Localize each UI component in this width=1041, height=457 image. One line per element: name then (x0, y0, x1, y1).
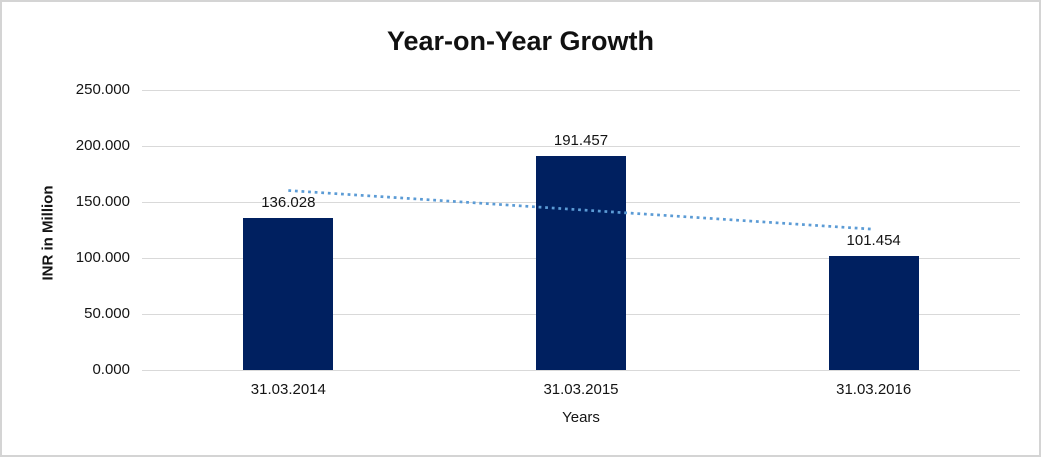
bar-31.03.2015 (536, 155, 626, 370)
data-label: 191.457 (553, 131, 609, 149)
data-label: 101.454 (846, 232, 901, 250)
bar-31.03.2014 (243, 217, 334, 370)
chart-title: Year-on-Year Growth (386, 26, 655, 56)
data-label: 136.028 (261, 193, 316, 211)
y-tick-label: 100.000 (75, 249, 130, 266)
x-axis-title: Years (562, 409, 600, 426)
gridline (142, 145, 1020, 147)
x-tick-label: 31.03.2015 (543, 381, 619, 398)
gridline (142, 369, 1020, 371)
y-tick-label: 200.000 (75, 137, 130, 154)
y-tick-label: 250.000 (75, 81, 130, 98)
x-tick-label: 31.03.2016 (836, 381, 912, 398)
trendline (288, 189, 874, 231)
y-tick-label: 150.000 (75, 193, 130, 210)
gridline (142, 89, 1020, 91)
x-tick-label: 31.03.2014 (250, 381, 326, 398)
y-tick-label: 50.000 (84, 305, 130, 322)
y-tick-label: 0.000 (92, 361, 130, 378)
bar-31.03.2016 (828, 256, 919, 370)
